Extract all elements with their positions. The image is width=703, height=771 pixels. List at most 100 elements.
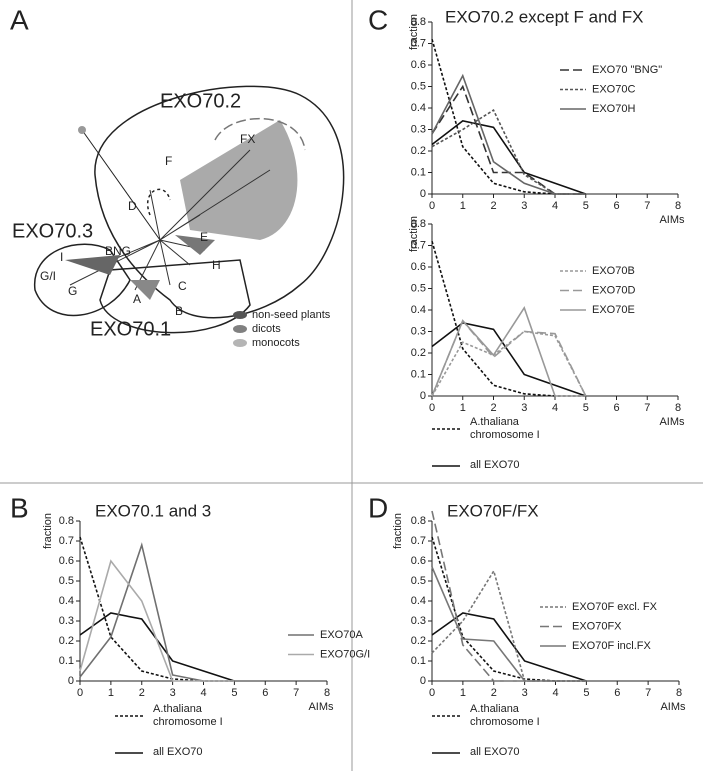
x-tick-label: 0 (429, 687, 435, 699)
x-tick-label: 7 (644, 402, 650, 414)
series-line (431, 108, 586, 195)
series-line (431, 84, 586, 195)
legend-label: EXO70F excl. FX (572, 601, 658, 613)
chart-title: EXO70F/FX (447, 501, 539, 520)
x-axis-label: AIMs (308, 701, 334, 713)
panel-label: D (368, 492, 388, 523)
legend-label: EXO70 "BNG" (592, 64, 662, 76)
x-tick-label: 5 (583, 200, 589, 212)
y-tick-label: 0.4 (411, 304, 426, 316)
series-line (431, 306, 586, 397)
x-tick-label: 4 (552, 687, 558, 699)
subfamily-label: H (212, 258, 221, 272)
y-tick-label: 0 (68, 675, 74, 687)
y-tick-label: 0.8 (411, 218, 426, 230)
x-tick-label: 6 (614, 687, 620, 699)
x-tick-label: 2 (490, 402, 496, 414)
y-tick-label: 0.3 (411, 615, 426, 627)
x-tick-label: 8 (675, 402, 681, 414)
subfamily-label: I (60, 250, 63, 264)
y-tick-label: 0.1 (411, 166, 426, 178)
legend-label: EXO70E (592, 304, 635, 316)
legend-swatch (233, 311, 247, 319)
clade-label: EXO70.1 (90, 318, 171, 340)
subfamily-label: G/I (40, 269, 56, 283)
reference-line (431, 240, 586, 397)
x-tick-label: 2 (491, 687, 497, 699)
legend-label: non-seed plants (252, 309, 331, 321)
x-tick-label: 3 (521, 402, 527, 414)
y-tick-label: 0 (420, 390, 426, 402)
panel-label: B (10, 492, 29, 523)
y-tick-label: 0.6 (411, 59, 426, 71)
y-tick-label: 0.5 (59, 575, 74, 587)
y-tick-label: 0.3 (59, 615, 74, 627)
y-axis-label: fraction (42, 513, 54, 549)
legend-label: EXO70C (592, 83, 635, 95)
x-tick-label: 6 (262, 687, 268, 699)
y-tick-label: 0.1 (59, 655, 74, 667)
y-tick-label: 0.5 (411, 80, 426, 92)
y-tick-label: 0.4 (59, 595, 74, 607)
legend-label: EXO70H (592, 103, 635, 115)
legend-label: EXO70F incl.FX (572, 640, 652, 652)
y-tick-label: 0 (420, 675, 426, 687)
x-tick-label: 4 (552, 402, 558, 414)
x-tick-label: 5 (583, 687, 589, 699)
y-tick-label: 0.2 (411, 347, 426, 359)
legend-swatch (233, 339, 247, 347)
subfamily-label: F (165, 154, 172, 168)
subfamily-label: G (68, 284, 77, 298)
y-tick-label: 0.1 (411, 368, 426, 380)
y-tick-label: 0.8 (411, 16, 426, 28)
reference-line (431, 38, 586, 195)
series-line (431, 73, 586, 195)
legend-label: A.thaliana chromosome I (470, 703, 540, 728)
y-tick-label: 0.4 (411, 595, 426, 607)
x-tick-label: 2 (139, 687, 145, 699)
legend-label: A.thaliana chromosome I (470, 416, 540, 441)
x-axis-label: AIMs (660, 701, 686, 713)
x-tick-label: 7 (644, 200, 650, 212)
legend-label: all EXO70 (470, 746, 520, 758)
legend-label: A.thaliana chromosome I (153, 703, 223, 728)
x-tick-label: 5 (583, 402, 589, 414)
legend-label: all EXO70 (470, 459, 520, 471)
x-tick-label: 4 (200, 687, 206, 699)
y-tick-label: 0.6 (411, 555, 426, 567)
x-tick-label: 3 (522, 687, 528, 699)
reference-line (431, 322, 587, 397)
x-tick-label: 1 (108, 687, 114, 699)
x-tick-label: 8 (324, 687, 330, 699)
x-tick-label: 1 (460, 200, 466, 212)
panel-label: A (10, 4, 29, 35)
legend-label: EXO70B (592, 265, 635, 277)
x-tick-label: 1 (460, 402, 466, 414)
subfamily-label: BNG (105, 244, 131, 258)
y-tick-label: 0.5 (411, 575, 426, 587)
chart-title: EXO70.1 and 3 (95, 501, 211, 520)
legend-label: EXO70G/I (320, 648, 370, 660)
x-tick-label: 8 (676, 687, 682, 699)
subfamily-label: E (200, 230, 208, 244)
y-tick-label: 0.6 (59, 555, 74, 567)
y-tick-label: 0.8 (59, 515, 74, 527)
x-tick-label: 1 (460, 687, 466, 699)
x-tick-label: 3 (170, 687, 176, 699)
x-tick-label: 2 (490, 200, 496, 212)
y-tick-label: 0.7 (411, 37, 426, 49)
reference-line (431, 536, 587, 682)
x-axis-label: AIMs (659, 416, 685, 428)
y-tick-label: 0.2 (411, 635, 426, 647)
legend-label: EXO70A (320, 629, 363, 641)
y-tick-label: 0 (420, 188, 426, 200)
subfamily-label: A (133, 292, 141, 306)
y-axis-label: fraction (408, 14, 420, 50)
y-tick-label: 0.3 (411, 123, 426, 135)
subfamily-label: D (128, 199, 137, 213)
y-tick-label: 0.1 (411, 655, 426, 667)
subfamily-label: B (175, 304, 183, 318)
clade-label: EXO70.2 (160, 90, 241, 112)
x-tick-label: 4 (552, 200, 558, 212)
